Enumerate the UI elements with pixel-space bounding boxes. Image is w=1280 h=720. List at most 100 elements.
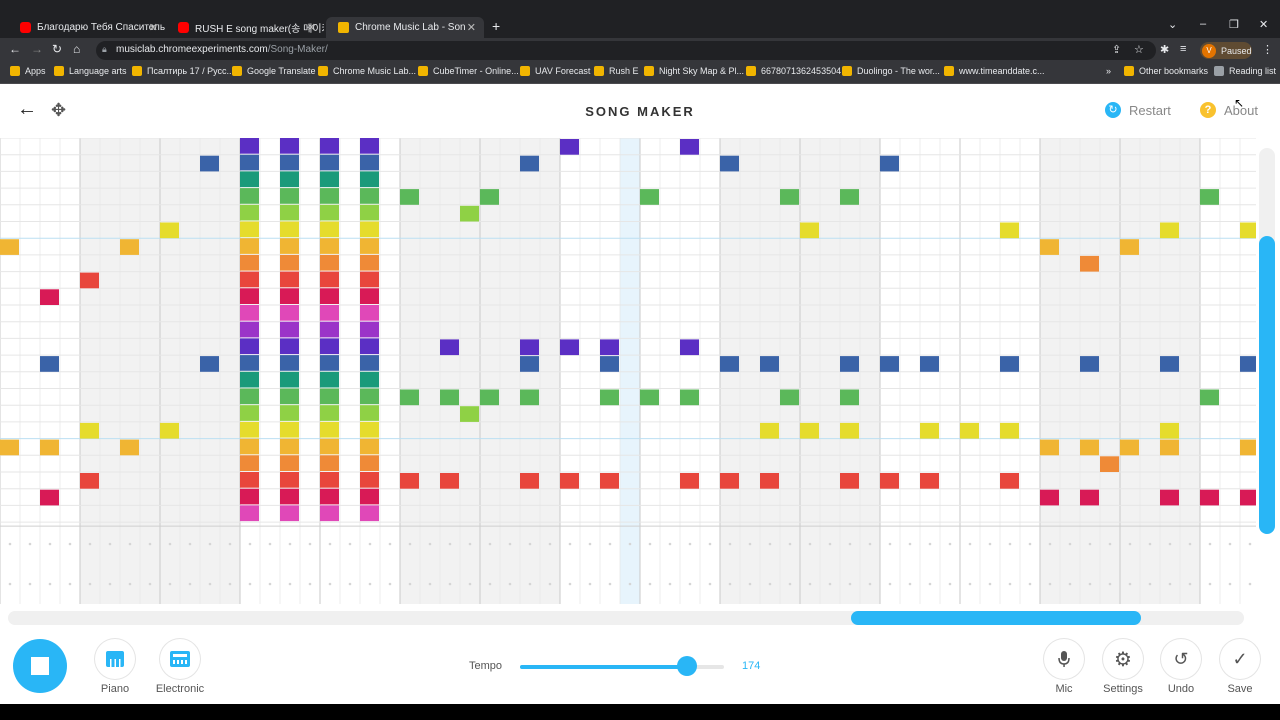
note-cell[interactable] (560, 339, 579, 356)
restart-button[interactable]: ↻ Restart (1105, 102, 1171, 118)
percussion-dot[interactable] (528, 542, 532, 546)
note-cell[interactable] (240, 188, 259, 204)
note-cell[interactable] (200, 155, 219, 172)
note-cell[interactable] (1040, 489, 1059, 506)
note-cell[interactable] (360, 371, 379, 388)
percussion-dot[interactable] (488, 542, 492, 546)
note-cell[interactable] (360, 421, 379, 438)
percussion-dot[interactable] (768, 582, 772, 586)
percussion-dot[interactable] (568, 542, 572, 546)
percussion-dot[interactable] (1048, 542, 1052, 546)
percussion-dot[interactable] (1168, 542, 1172, 546)
percussion-dot[interactable] (1088, 542, 1092, 546)
percussion-dot[interactable] (628, 582, 632, 586)
percussion-dot[interactable] (308, 582, 312, 586)
note-cell[interactable] (1160, 422, 1179, 439)
note-cell[interactable] (320, 204, 339, 221)
percussion-dot[interactable] (1228, 542, 1232, 546)
percussion-dot[interactable] (948, 542, 952, 546)
note-cell[interactable] (240, 271, 259, 288)
note-cell[interactable] (1240, 489, 1256, 506)
percussion-dot[interactable] (508, 582, 512, 586)
note-cell[interactable] (280, 472, 299, 488)
note-cell[interactable] (760, 356, 779, 372)
percussion-dot[interactable] (848, 542, 852, 546)
note-cell[interactable] (280, 321, 299, 338)
tempo-slider-knob[interactable] (677, 656, 698, 676)
percussion-dot[interactable] (708, 542, 712, 546)
note-cell[interactable] (460, 205, 479, 222)
percussion-dot[interactable] (148, 542, 152, 546)
note-cell[interactable] (40, 439, 59, 456)
percussion-dot[interactable] (1008, 542, 1012, 546)
note-cell[interactable] (280, 388, 299, 405)
percussion-dot[interactable] (368, 582, 372, 586)
note-cell[interactable] (880, 473, 899, 489)
percussion-dot[interactable] (668, 582, 672, 586)
note-cell[interactable] (320, 488, 339, 505)
note-cell[interactable] (120, 439, 139, 456)
note-cell[interactable] (520, 339, 539, 356)
note-cell[interactable] (320, 421, 339, 438)
percussion-dot[interactable] (128, 542, 132, 546)
note-cell[interactable] (360, 455, 379, 471)
note-cell[interactable] (240, 421, 259, 438)
profile-button[interactable]: V Paused (1200, 42, 1252, 59)
percussion-dot[interactable] (688, 542, 692, 546)
note-cell[interactable] (1160, 489, 1179, 506)
forward-icon[interactable]: → (31, 42, 43, 56)
mic-button[interactable] (1044, 639, 1084, 679)
percussion-dot[interactable] (728, 582, 732, 586)
tab-1[interactable]: Благодарю Тебя Спаситель - Yo ✕ (8, 17, 166, 38)
note-cell[interactable] (280, 254, 299, 271)
bookmark-item[interactable]: Night Sky Map & Pl... (644, 66, 744, 76)
percussion-dot[interactable] (1248, 582, 1252, 586)
note-cell[interactable] (240, 204, 259, 221)
percussion-dot[interactable] (668, 542, 672, 546)
note-cell[interactable] (240, 405, 259, 421)
percussion-dot[interactable] (1168, 582, 1172, 586)
note-cell[interactable] (840, 189, 859, 205)
note-cell[interactable] (1040, 439, 1059, 456)
note-cell[interactable] (720, 356, 739, 372)
percussion-dot[interactable] (968, 582, 972, 586)
percussion-dot[interactable] (1228, 582, 1232, 586)
note-cell[interactable] (0, 239, 19, 255)
percussion-dot[interactable] (248, 582, 252, 586)
note-cell[interactable] (280, 455, 299, 471)
percussion-dot[interactable] (8, 542, 12, 546)
percussion-dot[interactable] (88, 542, 92, 546)
percussion-dot[interactable] (428, 542, 432, 546)
percussion-dot[interactable] (1148, 542, 1152, 546)
tab-search-icon[interactable]: ⌄ (1168, 19, 1178, 31)
note-cell[interactable] (600, 473, 619, 489)
close-icon[interactable]: ✕ (306, 22, 316, 34)
percussion-dot[interactable] (988, 582, 992, 586)
percussion-dot[interactable] (808, 542, 812, 546)
note-cell[interactable] (780, 389, 799, 406)
note-cell[interactable] (680, 473, 699, 489)
note-cell[interactable] (320, 188, 339, 204)
reading-list[interactable]: Reading list (1214, 66, 1276, 76)
stop-button[interactable] (13, 639, 67, 693)
note-cell[interactable] (240, 254, 259, 271)
note-cell[interactable] (1100, 456, 1119, 472)
settings-button[interactable]: ⚙ (1103, 639, 1143, 679)
note-cell[interactable] (360, 438, 379, 455)
note-cell[interactable] (80, 272, 99, 289)
media-icon[interactable]: ≡ (1180, 43, 1187, 55)
move-icon[interactable]: ✥ (51, 100, 67, 120)
percussion-dot[interactable] (1028, 542, 1032, 546)
percussion-dot[interactable] (1108, 582, 1112, 586)
note-cell[interactable] (1120, 239, 1139, 255)
bookmark-item[interactable]: Apps (10, 66, 46, 76)
note-cell[interactable] (720, 155, 739, 172)
note-cell[interactable] (1200, 389, 1219, 406)
new-tab-button[interactable]: + (492, 18, 501, 34)
note-cell[interactable] (1080, 439, 1099, 456)
note-cell[interactable] (320, 238, 339, 254)
percussion-dot[interactable] (908, 582, 912, 586)
note-cell[interactable] (800, 422, 819, 439)
percussion-dot[interactable] (528, 582, 532, 586)
percussion-dot[interactable] (768, 542, 772, 546)
